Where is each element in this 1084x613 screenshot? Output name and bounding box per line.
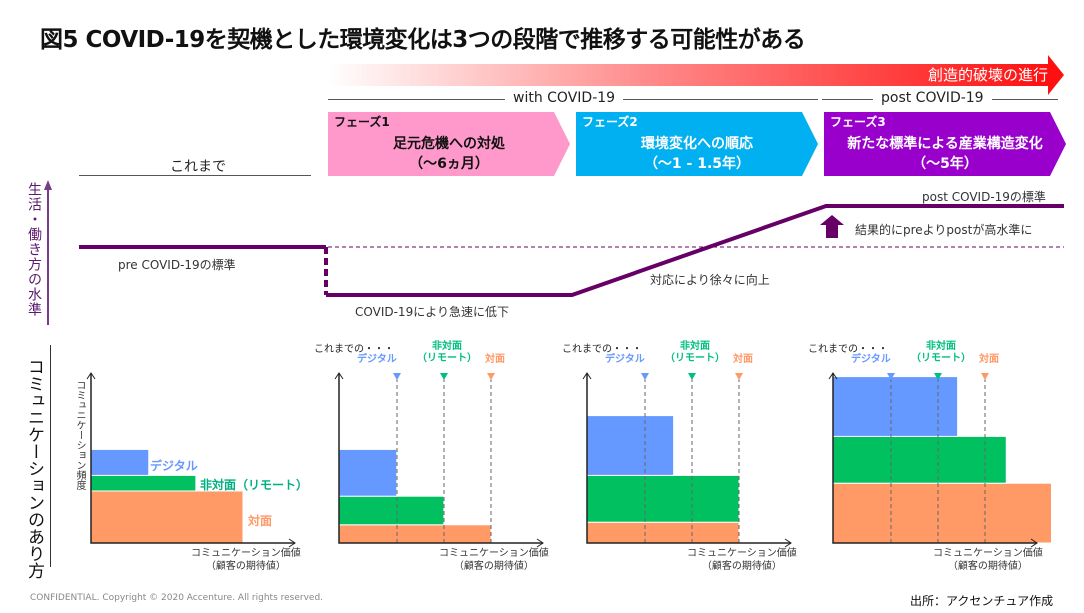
- x-axis-arrow-icon: [1030, 538, 1038, 548]
- x-axis-arrow-icon: [288, 538, 296, 548]
- rise-label: 対応により徐々に向上: [650, 273, 770, 287]
- x-axis-title: コミュニケーション価値: [439, 548, 549, 559]
- progress-arrow-label: 創造的破壊の進行: [927, 66, 1048, 84]
- series-label-1: 非対面（リモート）: [200, 478, 309, 492]
- marker-label-0: デジタル: [357, 354, 397, 365]
- x-axis-title: コミュニケーション価値: [191, 548, 301, 559]
- marker-label-2: 対面: [733, 354, 753, 365]
- x-axis-subtitle: （顧客の期待値）: [701, 561, 782, 572]
- level-chart: [44, 180, 1064, 325]
- level-axis-arrow-icon: [44, 180, 52, 190]
- marker-label-1: 非対面 （リモート）: [417, 341, 477, 364]
- x-axis-subtitle: （顧客の期待値）: [947, 561, 1028, 572]
- axis-lines: [832, 373, 1037, 544]
- markers-title: これまでの・・・: [314, 344, 394, 355]
- markers-title: これまでの・・・: [562, 344, 642, 355]
- series-label-0: 対面: [248, 514, 273, 528]
- phase-2-period: （～1 - 1.5年）: [643, 156, 751, 172]
- marker-triangle-icon: [440, 373, 448, 380]
- comm-chart-1: [334, 372, 544, 548]
- marker-triangle-icon: [487, 373, 495, 380]
- pre-label: pre COVID-19の標準: [118, 258, 236, 272]
- comm-chart-0: [86, 372, 296, 548]
- series-label-2: デジタル: [150, 459, 198, 473]
- bar-3-0: [832, 482, 1051, 544]
- comm-chart-2: [582, 372, 792, 548]
- bar-1-2: [338, 448, 398, 497]
- source: 出所：アクセンチュア作成: [910, 594, 1054, 608]
- y-axis-label: コミュニケーション頻度: [74, 380, 85, 490]
- copyright: CONFIDENTIAL. Copyright © 2020 Accenture…: [30, 593, 324, 603]
- phase-3: フェーズ3 新たな標準による産業構造変化 （～5年）: [824, 112, 1066, 176]
- bar-3-2: [832, 376, 959, 437]
- bar-0-1: [90, 474, 197, 492]
- marker-label-1: 非対面 （リモート）: [911, 341, 971, 364]
- era-line-before: [79, 175, 311, 176]
- markers-title: これまでの・・・: [808, 344, 888, 355]
- x-axis-title: コミュニケーション価値: [687, 548, 797, 559]
- bar-1-1: [338, 495, 445, 526]
- bar-3-1: [832, 435, 1007, 484]
- phase-3-period: （～5年）: [912, 156, 978, 172]
- marker-label-2: 対面: [485, 354, 505, 365]
- page-title: 図5 COVID-19を契機とした環境変化は3つの段階で推移する可能性がある: [40, 27, 806, 53]
- axis-lines: [586, 373, 791, 544]
- x-axis-subtitle: （顧客の期待値）: [453, 561, 534, 572]
- x-axis-label-2: コミュニケーション価値 （顧客の期待値）: [687, 547, 797, 573]
- era-before-label: これまで: [170, 159, 226, 175]
- phase-3-name: 新たな標準による産業構造変化: [847, 136, 1043, 152]
- axis-lines: [90, 373, 295, 544]
- phase-1-name: 足元危機への対処: [393, 136, 505, 152]
- x-axis-label-3: コミュニケーション価値 （顧客の期待値）: [933, 547, 1043, 573]
- phase-1: フェーズ1 足元危機への対処 （～6ヵ月）: [328, 112, 570, 176]
- y-axis-arrow-icon: [582, 372, 592, 380]
- bar-0-0: [90, 490, 244, 544]
- post-label: post COVID-19の標準: [922, 190, 1046, 204]
- comm-chart-3: [828, 372, 1051, 548]
- era-with-label: with COVID-19: [505, 90, 624, 106]
- y-axis-arrow-icon: [828, 372, 838, 380]
- marker-triangle-icon: [981, 373, 989, 380]
- progress-arrow-bar: [328, 64, 1048, 86]
- level-axis-label: 生活・働き方の水準: [26, 182, 42, 317]
- comm-section-divider: [50, 345, 51, 567]
- x-axis-subtitle: （顧客の期待値）: [205, 561, 286, 572]
- marker-triangle-icon: [735, 373, 743, 380]
- era-post-label: post COVID-19: [873, 90, 992, 106]
- marker-triangle-icon: [641, 373, 649, 380]
- marker-triangle-icon: [887, 373, 895, 380]
- phase-2: フェーズ2 環境変化への順応 （～1 - 1.5年）: [576, 112, 818, 176]
- y-axis-arrow-icon: [334, 372, 344, 380]
- y-axis-arrow-icon: [86, 372, 96, 380]
- phase-2-name: 環境変化への順応: [641, 136, 753, 152]
- marker-label-0: デジタル: [605, 354, 645, 365]
- phase-2-tag: フェーズ2: [582, 115, 638, 129]
- bar-2-2: [586, 415, 675, 476]
- up-arrow-icon: [820, 215, 844, 238]
- bar-0-2: [90, 448, 150, 476]
- bar-2-1: [586, 474, 740, 523]
- result-label: 結果的にpreよりpostが高水準に: [855, 223, 1033, 237]
- x-axis-title: コミュニケーション価値: [933, 548, 1043, 559]
- level-path: [326, 204, 1064, 297]
- marker-label-2: 対面: [979, 354, 999, 365]
- marker-triangle-icon: [934, 373, 942, 380]
- drop-label: COVID-19により急速に低下: [355, 305, 509, 319]
- marker-triangle-icon: [688, 373, 696, 380]
- marker-triangle-icon: [393, 373, 401, 380]
- x-axis-label-0: コミュニケーション価値 （顧客の期待値）: [191, 547, 301, 573]
- x-axis-arrow-icon: [536, 538, 544, 548]
- bar-1-0: [338, 524, 492, 544]
- marker-label-1: 非対面 （リモート）: [665, 341, 725, 364]
- phase-3-tag: フェーズ3: [830, 115, 886, 129]
- x-axis-label-1: コミュニケーション価値 （顧客の期待値）: [439, 547, 549, 573]
- progress-arrow-head-icon: [1048, 55, 1064, 95]
- axis-lines: [338, 373, 543, 544]
- x-axis-arrow-icon: [784, 538, 792, 548]
- bar-2-0: [586, 521, 740, 544]
- phase-1-period: （～6ヵ月）: [409, 156, 489, 172]
- phase-1-tag: フェーズ1: [334, 115, 390, 129]
- marker-label-0: デジタル: [851, 354, 891, 365]
- comm-section-label: コミュニケーションのあり方: [24, 358, 44, 579]
